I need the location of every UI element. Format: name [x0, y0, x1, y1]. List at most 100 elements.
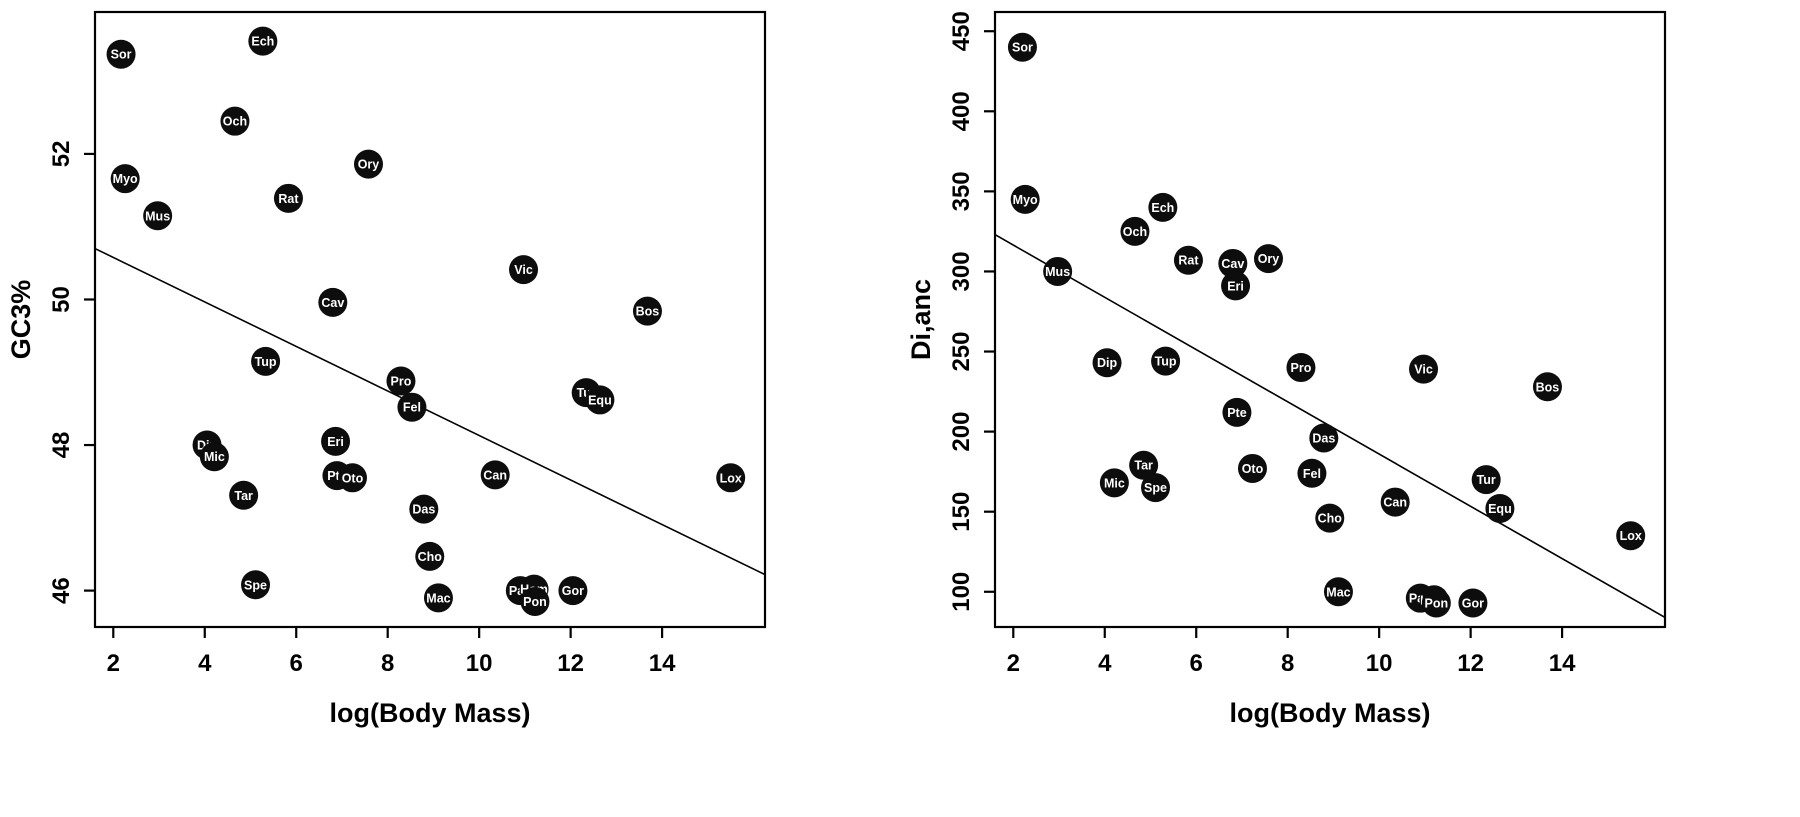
point-Cho [415, 541, 445, 571]
point-Equ [585, 385, 615, 415]
x-tick-label: 10 [466, 650, 493, 677]
point-label-Das: Das [412, 503, 435, 517]
x-tick-label: 2 [107, 650, 120, 677]
y-axis-title: GC3% [6, 280, 36, 360]
point-Can [1380, 487, 1410, 517]
point-Pro [1286, 353, 1316, 383]
point-label-Pte: Pte [1227, 406, 1247, 420]
point-Dip [1092, 348, 1122, 378]
point-label-Rat: Rat [278, 192, 299, 206]
y-tick-label: 350 [948, 171, 975, 211]
point-Och [220, 106, 250, 136]
point-Das [1309, 423, 1339, 453]
y-tick-label: 48 [48, 432, 75, 459]
point-label-Vic: Vic [514, 263, 533, 277]
y-tick-label: 52 [48, 141, 75, 168]
point-Pon [1421, 588, 1451, 618]
x-tick-label: 14 [1549, 650, 1576, 677]
point-Sor [106, 39, 136, 69]
point-label-Can: Can [483, 468, 507, 482]
point-Mic [1099, 468, 1129, 498]
point-label-Fel: Fel [403, 401, 421, 415]
point-Bos [1532, 372, 1562, 402]
point-label-Spe: Spe [1144, 481, 1167, 495]
x-tick-label: 2 [1007, 650, 1020, 677]
point-Das [409, 494, 439, 524]
left-chart-panel: 2 4 6 8 10 12 14 46 48 50 52 log(Body Mass) GC3% Sor E… [6, 10, 767, 728]
point-label-Equ: Equ [1488, 502, 1512, 516]
point-label-Tar: Tar [234, 489, 253, 503]
point-label-Ech: Ech [251, 35, 274, 49]
point-label-Equ: Equ [588, 393, 612, 407]
x-tick-label: 4 [198, 650, 212, 677]
point-label-Cav: Cav [1221, 257, 1244, 271]
y-tick-label: 150 [948, 492, 975, 532]
point-label-Ory: Ory [1258, 252, 1280, 266]
point-Rat [273, 183, 303, 213]
right-scatter-plot: 2 4 6 8 10 12 14 100 150 200 250 300 350 400 450 log(Bo… [906, 10, 1667, 728]
point-Och [1120, 216, 1150, 246]
point-Cav [1218, 248, 1248, 278]
point-Eri [321, 426, 351, 456]
point-Mic [199, 442, 229, 472]
point-Tup [251, 346, 281, 376]
point-label-Sor: Sor [111, 48, 132, 62]
point-Tar [1129, 450, 1159, 480]
point-label-Cho: Cho [1318, 512, 1343, 526]
point-Gor [1458, 588, 1488, 618]
point-label-Fel: Fel [1303, 467, 1321, 481]
point-label-Tur: Tur [1477, 473, 1496, 487]
x-tick-label: 8 [381, 650, 394, 677]
x-tick-label: 8 [1281, 650, 1294, 677]
point-label-Mac: Mac [1326, 585, 1350, 599]
y-tick-label: 100 [948, 572, 975, 612]
point-Lox [1616, 521, 1646, 551]
x-tick-label: 12 [557, 650, 584, 677]
point-label-Gor: Gor [1462, 596, 1484, 610]
point-label-Cav: Cav [321, 296, 344, 310]
point-Sor [1007, 32, 1037, 62]
point-Myo [110, 164, 140, 194]
point-Ech [1148, 192, 1178, 222]
point-label-Mic: Mic [1104, 476, 1125, 490]
point-label-Mic: Mic [204, 450, 225, 464]
point-label-Tup: Tup [1155, 355, 1177, 369]
y-axis-title: Di,anc [906, 279, 936, 360]
point-label-Pro: Pro [391, 375, 412, 389]
point-Fel [397, 392, 427, 422]
point-label-Mac: Mac [426, 591, 450, 605]
point-Mac [423, 583, 453, 613]
point-label-Pon: Pon [1425, 596, 1449, 610]
plot-border [993, 10, 1667, 629]
x-tick-label: 6 [290, 650, 303, 677]
point-Mac [1323, 577, 1353, 607]
point-Mus [143, 201, 173, 231]
point-label-Bos: Bos [1536, 380, 1560, 394]
point-label-Bos: Bos [636, 305, 660, 319]
y-tick-label: 450 [948, 11, 975, 51]
point-Tur [1471, 465, 1501, 495]
point-label-Spe: Spe [244, 578, 267, 592]
point-Tup [1151, 346, 1181, 376]
point-label-Cho: Cho [418, 550, 443, 564]
right-chart-panel: 2 4 6 8 10 12 14 100 150 200 250 300 350 400 450 log(Bo… [900, 0, 1800, 817]
y-tick-label: 200 [948, 412, 975, 452]
regression-line [94, 247, 766, 576]
point-label-Tup: Tup [255, 355, 277, 369]
point-Pro [386, 366, 416, 396]
point-label-Myo: Myo [113, 172, 138, 186]
point-Cav [318, 287, 348, 317]
x-tick-label: 14 [649, 650, 676, 677]
point-Mus [1043, 256, 1073, 286]
point-label-Gor: Gor [562, 584, 584, 598]
point-label-Eri: Eri [1227, 279, 1244, 293]
point-label-Tar: Tar [1134, 459, 1153, 473]
point-Bos [632, 296, 662, 326]
point-Rat [1173, 245, 1203, 275]
y-tick-label: 400 [948, 91, 975, 131]
point-label-Myo: Myo [1013, 193, 1038, 207]
point-Lox [716, 463, 746, 493]
point-label-Pon: Pon [523, 595, 547, 609]
